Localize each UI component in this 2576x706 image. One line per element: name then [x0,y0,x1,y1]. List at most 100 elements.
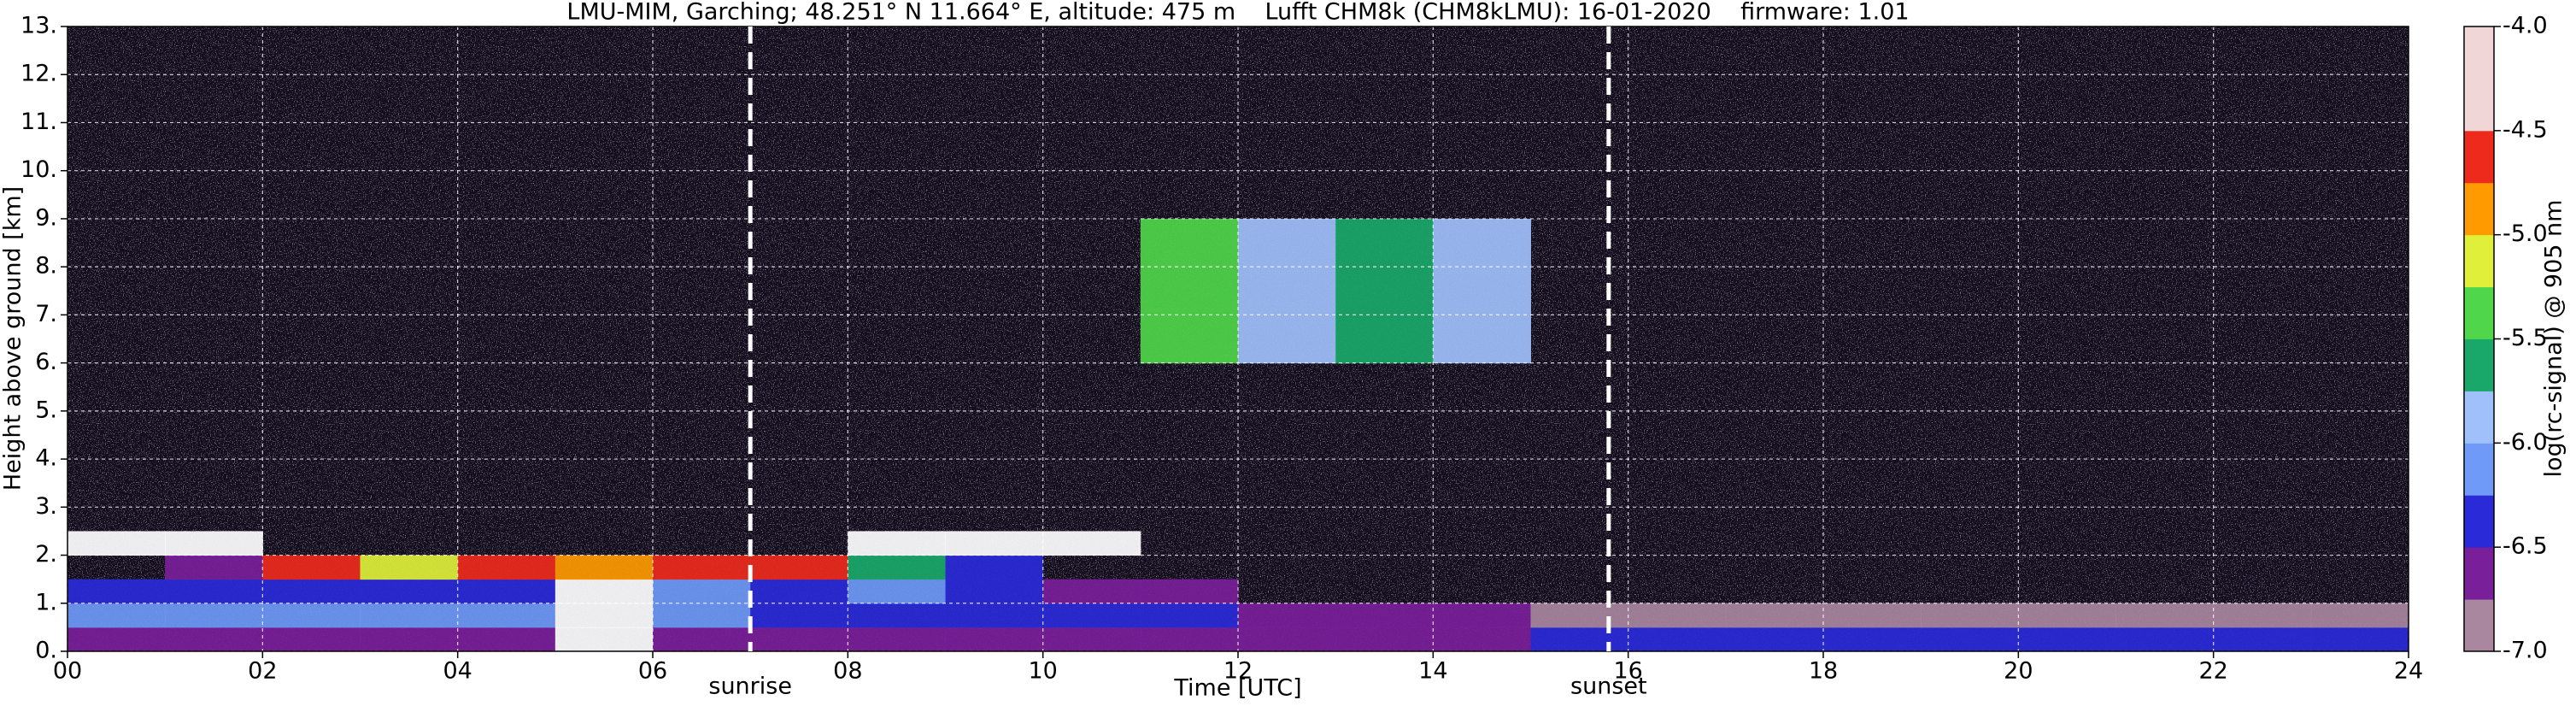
heatmap-cell [653,579,751,604]
colorbar-segment [2464,182,2494,236]
y-tick-label: 2. [35,541,57,568]
heatmap-cell [945,627,1044,652]
heatmap-cell [2018,603,2116,628]
heatmap-cell [67,531,166,556]
heatmap-cell [848,579,946,604]
heatmap-cell [653,627,751,652]
heatmap-cell [1921,603,2019,628]
heatmap-cell [1530,603,1629,628]
y-axis-label: Height above ground [km] [0,186,26,491]
heatmap-cell [848,555,946,580]
heatmap-cell [1823,603,1922,628]
heatmap-cell [165,603,263,628]
y-tick-label: 10. [21,156,57,183]
heatmap-cell [1238,603,1336,628]
heatmap-cell [2213,627,2312,652]
x-tick-label: 16 [1613,658,1642,685]
heatmap-cell [1433,218,1531,364]
heatmap-cell [1042,531,1141,556]
x-axis-label: Time [UTC] [1173,675,1301,702]
colorbar-segment [2464,391,2494,444]
heatmap-cell [2115,627,2215,652]
heatmap-cell [1140,603,1239,628]
heatmap-cell [165,627,263,652]
colorbar-label: log(rc-signal) @ 905 nm [2541,200,2567,478]
colorbar-segment [2464,234,2494,288]
x-tick-label: 22 [2198,658,2227,685]
heatmap-cell [262,555,361,580]
heatmap-cell [848,603,946,628]
heatmap-cell [1433,603,1531,628]
heatmap-cell [2310,603,2409,628]
y-tick-label: 0. [35,638,57,664]
heatmap-cell [360,627,459,652]
heatmap-cell [1921,627,2019,652]
heatmap-cell [1042,579,1141,604]
x-tick-label: 24 [2394,658,2423,685]
heatmap-cell [555,555,654,580]
x-tick-label: 00 [53,658,82,685]
colorbar-segment [2464,547,2494,600]
heatmap-cell [653,555,751,580]
y-tick-label: 12. [21,61,57,87]
heatmap-cell [1823,627,1922,652]
heatmap-cell [2213,603,2312,628]
heatmap-cell [1042,603,1141,628]
y-tick-label: 9. [35,204,57,231]
grid [67,26,2409,652]
heatmap-cell [457,579,556,604]
colorbar-tick-label: -7.0 [2503,638,2548,664]
heatmap-cell [67,603,166,628]
y-tick-label: 8. [35,253,57,279]
heatmap-cell [165,531,263,556]
colorbar-segment [2464,495,2494,548]
colorbar-segment [2464,130,2494,184]
heatmap-cell [360,603,459,628]
event-label: sunrise [708,674,792,700]
y-tick-label: 1. [35,589,57,615]
heatmap-cell [165,555,263,580]
heatmap-cell [67,579,166,604]
heatmap-cell [1725,603,1824,628]
y-tick-label: 6. [35,349,57,375]
heatmap-cell [262,627,361,652]
colorbar-segment [2464,286,2494,339]
heatmap-cell [1335,627,1434,652]
y-tick-label: 7. [35,301,57,327]
heatmap-cell [1238,218,1336,364]
colorbar-tick-label: -6.0 [2503,429,2548,456]
heatmap-cell [457,555,556,580]
heatmap-cell [1335,218,1434,364]
colorbar-tick-label: -4.0 [2503,13,2548,39]
heatmap-cell [1628,603,1727,628]
heatmap-cell [1140,579,1239,604]
heatmap-cell [945,531,1044,556]
x-tick-label: 10 [1028,658,1057,685]
heatmap-cell [262,579,361,604]
heatmap [67,218,2409,652]
heatmap-cell [165,579,263,604]
y-tick-label: 3. [35,493,57,520]
heatmap-cell [1238,627,1336,652]
heatmap-cell [750,579,848,604]
heatmap-cell [1433,627,1531,652]
heatmap-cell [653,603,751,628]
heatmap-cell [945,603,1044,628]
heatmap-cell [1140,218,1239,364]
colorbar-tick-label: -5.0 [2503,221,2548,247]
heatmap-cell [2310,627,2409,652]
heatmap-cell [360,555,459,580]
x-tick-label: 04 [443,658,472,685]
heatmap-cell [555,603,654,628]
heatmap-cell [360,579,459,604]
heatmap-cell [1042,627,1141,652]
x-tick-label: 06 [638,658,667,685]
heatmap-cell [1725,627,1824,652]
heatmap-cell [750,555,848,580]
colorbar-segment [2464,338,2494,391]
heatmap-cell [67,627,166,652]
heatmap-cell [1628,627,1727,652]
heatmap-cell [1335,603,1434,628]
